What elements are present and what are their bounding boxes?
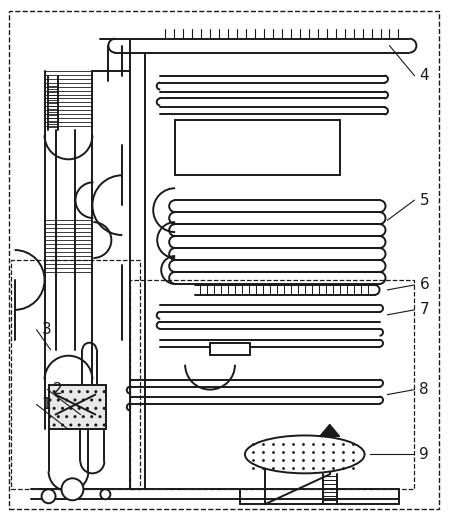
Circle shape [100,489,110,499]
Bar [210,343,250,354]
Polygon shape [320,425,340,436]
Text: 8: 8 [419,382,429,397]
Circle shape [62,479,83,500]
Text: 9: 9 [419,447,429,462]
Bar [175,120,340,175]
Text: 7: 7 [419,303,429,317]
Bar [130,280,414,489]
Text: 5: 5 [419,193,429,208]
Circle shape [41,489,55,503]
Text: 6: 6 [419,278,429,292]
Text: 3: 3 [41,322,51,337]
Ellipse shape [245,435,364,473]
Text: 1: 1 [41,397,51,412]
Text: 4: 4 [419,68,429,83]
Text: 2: 2 [53,382,62,397]
Bar [11,260,140,489]
Bar [49,385,106,430]
